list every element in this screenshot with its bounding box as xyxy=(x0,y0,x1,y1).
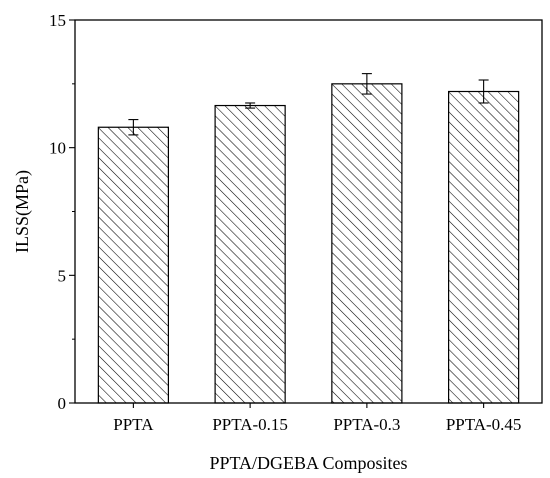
y-tick-label: 5 xyxy=(58,266,67,285)
y-tick-label: 0 xyxy=(58,394,67,413)
error-bars-layer xyxy=(128,73,489,136)
x-axis-ticks: PPTA PPTA-0.15 PPTA-0.3 PPTA-0.45 xyxy=(113,403,521,434)
error-bar-3 xyxy=(361,73,372,95)
y-axis-label: ILSS(MPa) xyxy=(12,170,33,253)
x-tick-label: PPTA-0.15 xyxy=(212,415,288,434)
x-tick-label: PPTA xyxy=(113,415,154,434)
bar-4 xyxy=(448,90,520,404)
x-tick-label: PPTA-0.45 xyxy=(446,415,522,434)
y-tick-label: 10 xyxy=(49,139,66,158)
y-tick-label: 15 xyxy=(49,11,66,30)
x-axis-label: PPTA/DGEBA Composites xyxy=(209,453,407,473)
x-tick-label: PPTA-0.3 xyxy=(333,415,400,434)
error-bar-1 xyxy=(128,119,139,136)
bar-1 xyxy=(97,126,170,404)
bars-layer xyxy=(97,83,520,404)
bar-2 xyxy=(214,104,286,404)
error-bar-2 xyxy=(245,102,256,109)
error-bar-4 xyxy=(478,79,489,104)
bar-3 xyxy=(331,83,403,404)
y-axis-ticks: 0 5 10 15 xyxy=(49,11,75,413)
